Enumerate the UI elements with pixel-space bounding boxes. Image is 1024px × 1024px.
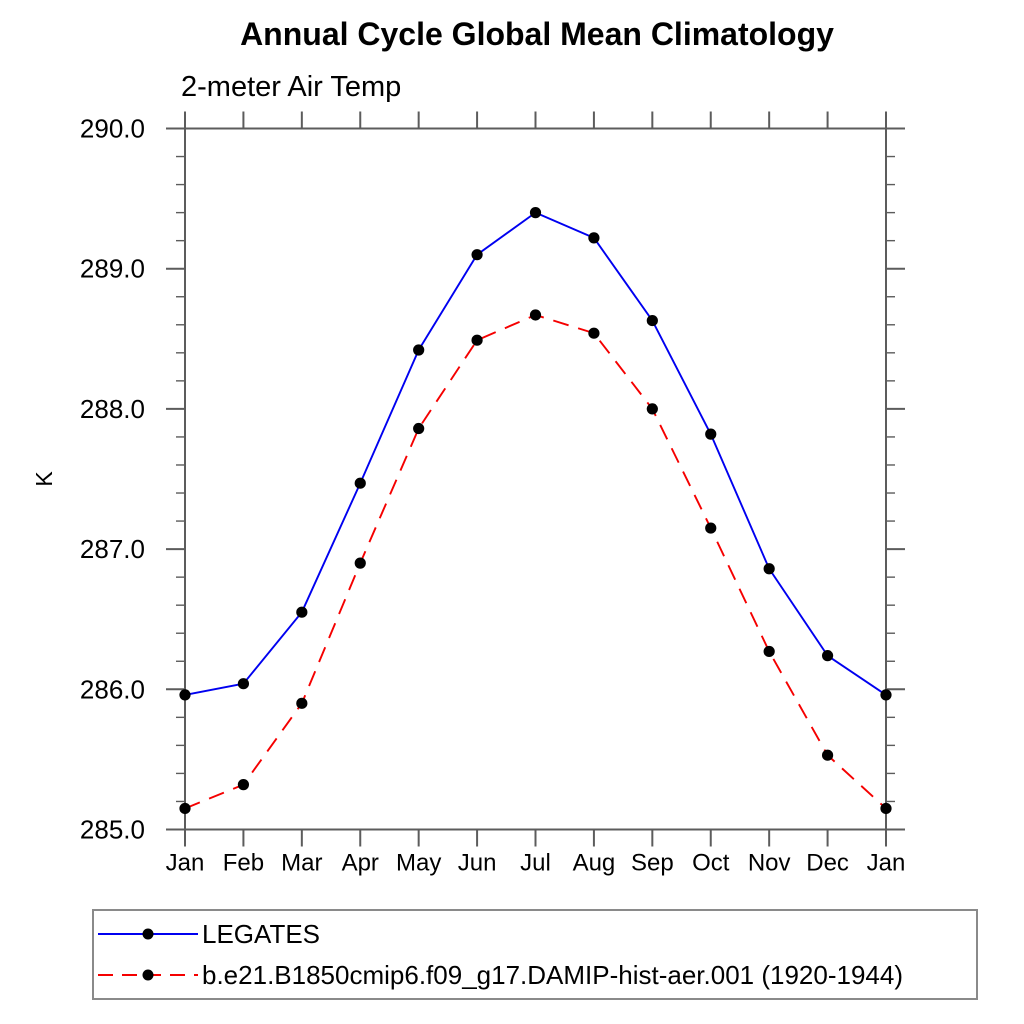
series-line-model-run xyxy=(184,314,887,810)
legend-dashed-line-sample xyxy=(98,969,198,981)
data-point-marker xyxy=(529,309,542,321)
data-point-marker xyxy=(237,779,250,791)
y-axis-tick-label: 290.0 xyxy=(80,114,145,144)
y-axis-tick-label: 289.0 xyxy=(80,254,145,284)
x-axis-tick-label: Oct xyxy=(692,850,730,877)
data-point-marker xyxy=(705,428,717,440)
x-axis-tick-label: Jun xyxy=(458,850,497,877)
legend-item-model-run: b.e21.B1850cmip6.f09_g17.DAMIP-hist-aer.… xyxy=(94,959,976,991)
x-axis-tick-label: Sep xyxy=(631,850,674,877)
data-point-marker xyxy=(588,232,600,244)
data-point-marker xyxy=(646,314,658,327)
data-point-marker xyxy=(471,249,483,261)
legend-item-legates: LEGATES xyxy=(94,918,976,950)
data-point-marker xyxy=(529,207,542,219)
data-point-marker xyxy=(354,477,366,489)
y-axis-title: K xyxy=(31,471,57,487)
y-axis-tick-label: 288.0 xyxy=(80,394,145,424)
data-point-marker xyxy=(588,327,600,339)
x-axis-tick-label: Feb xyxy=(223,850,264,877)
legend-solid-line-sample xyxy=(98,928,198,940)
data-point-marker xyxy=(821,749,834,761)
legend-marker-dot xyxy=(142,928,154,940)
data-point-marker xyxy=(354,557,366,569)
y-axis-tick-label: 286.0 xyxy=(80,674,145,704)
x-axis-tick-label: May xyxy=(396,850,441,877)
data-point-marker xyxy=(471,334,483,346)
x-axis-tick-label: Mar xyxy=(281,850,322,877)
x-axis-tick-label: Jan xyxy=(867,850,906,877)
x-axis-tick-label: Apr xyxy=(342,850,379,877)
data-point-marker xyxy=(179,802,191,815)
data-point-marker xyxy=(413,422,425,435)
legend-box: LEGATES b.e21.B1850cmip6.f09_g17.DAMIP-h… xyxy=(92,909,978,1000)
legend-label-model-run: b.e21.B1850cmip6.f09_g17.DAMIP-hist-aer.… xyxy=(202,959,903,990)
data-point-marker xyxy=(296,606,308,618)
x-axis-tick-label: Dec xyxy=(806,850,849,877)
data-point-marker xyxy=(763,645,775,658)
plot-frame xyxy=(184,127,887,831)
data-point-marker xyxy=(821,650,834,662)
chart-subtitle: 2-meter Air Temp xyxy=(181,71,402,103)
data-point-marker xyxy=(179,689,191,701)
chart-title: Annual Cycle Global Mean Climatology xyxy=(240,16,834,52)
x-axis-tick-label: Jul xyxy=(520,850,551,877)
legend-marker-dot xyxy=(142,969,154,981)
legend-label-legates: LEGATES xyxy=(202,918,321,949)
x-axis-tick-label: Jan xyxy=(166,850,205,877)
data-point-marker xyxy=(413,344,425,356)
data-point-marker xyxy=(880,689,892,701)
series-line-legates xyxy=(184,211,887,696)
data-point-marker xyxy=(646,403,658,415)
data-point-marker xyxy=(763,563,775,575)
data-point-marker xyxy=(296,697,308,709)
data-point-marker xyxy=(880,802,892,815)
y-axis-tick-label: 287.0 xyxy=(80,534,145,564)
data-point-marker xyxy=(237,678,250,690)
data-point-marker xyxy=(705,522,717,534)
y-axis-tick-label: 285.0 xyxy=(80,815,145,845)
x-axis-tick-label: Nov xyxy=(748,850,791,877)
x-axis-tick-label: Aug xyxy=(573,850,616,877)
